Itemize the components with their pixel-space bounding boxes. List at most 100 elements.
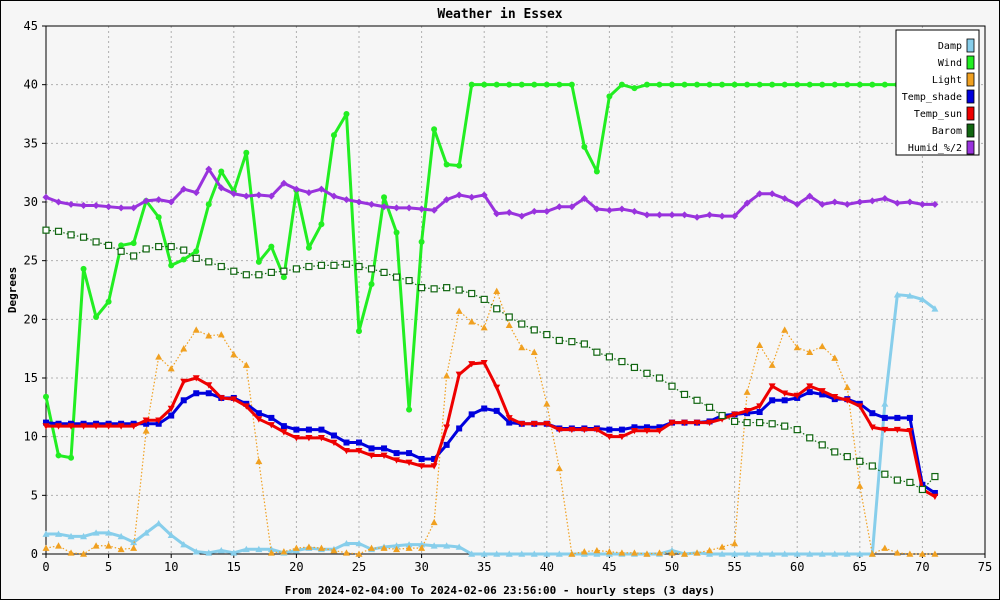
light-point <box>455 307 463 314</box>
barom-point <box>79 233 88 241</box>
temp-shade-point <box>456 425 463 432</box>
temp-shade-point <box>168 412 175 419</box>
temp-sun-point <box>706 419 714 427</box>
temp-sun-point <box>543 420 551 428</box>
x-tick-label: 45 <box>602 560 616 574</box>
temp-sun-point <box>831 393 839 401</box>
damp-line <box>46 293 936 556</box>
humid-2-point <box>67 200 75 208</box>
wind-point <box>856 81 863 88</box>
humid-2-point <box>781 194 789 202</box>
wind-point <box>393 229 400 236</box>
legend-label-humid-2: Humid_%/2 <box>908 143 962 154</box>
wind-point <box>80 265 87 272</box>
series-wind <box>43 81 938 461</box>
barom-point <box>317 261 326 269</box>
barom-point <box>605 353 614 361</box>
barom-point <box>906 478 914 487</box>
humid-2-point <box>430 206 438 214</box>
wind-point <box>518 81 525 88</box>
temp-sun-point <box>668 419 676 427</box>
wind-point <box>581 143 588 150</box>
light-point <box>205 332 213 339</box>
humid-2-point <box>806 192 814 200</box>
series-barom <box>42 226 939 494</box>
wind-point <box>118 242 125 249</box>
damp-point <box>405 541 413 548</box>
barom-point <box>705 403 714 411</box>
barom-point <box>117 247 125 255</box>
temp-sun-point <box>793 392 801 400</box>
light-point <box>768 361 776 368</box>
temp-shade-point <box>431 455 438 462</box>
temp-sun-point <box>167 405 175 413</box>
humid-2-point <box>643 211 651 219</box>
x-tick-label: 55 <box>727 560 741 574</box>
y-tick-label: 5 <box>31 488 38 502</box>
series-light <box>42 287 939 557</box>
temp-sun-point <box>881 426 889 434</box>
wind-point <box>881 81 888 88</box>
humid-2-point <box>681 211 689 219</box>
light-point <box>142 427 150 434</box>
barom-point <box>543 330 551 339</box>
light-point <box>731 539 739 547</box>
temp-sun-point <box>555 426 563 434</box>
temp-shade-point <box>155 420 162 427</box>
humid-2-point <box>292 185 300 193</box>
series-layer <box>42 81 939 557</box>
temp-shade-point <box>631 424 638 431</box>
barom-point <box>756 418 764 427</box>
humid-2-point <box>393 204 401 212</box>
wind-point <box>744 81 751 88</box>
wind-point <box>831 81 838 88</box>
damp-point <box>192 548 200 555</box>
temp-sun-point <box>305 435 313 442</box>
damp-point <box>543 550 551 557</box>
light-point <box>630 549 638 556</box>
wind-point <box>506 81 513 88</box>
y-tick-label: 40 <box>24 78 38 92</box>
wind-point <box>456 162 463 169</box>
barom-point <box>768 420 776 428</box>
humid-2-point <box>505 209 513 217</box>
wind-point <box>694 81 701 88</box>
temp-sun-point <box>580 426 588 434</box>
light-point <box>242 361 250 368</box>
damp-point <box>205 549 213 556</box>
temp-sun-point <box>242 403 250 410</box>
light-point <box>843 383 851 391</box>
temp-shade-point <box>180 397 187 404</box>
humid-2-point <box>756 190 764 198</box>
temp-shade-point <box>318 426 325 433</box>
light-point <box>92 542 100 549</box>
light-point <box>530 348 538 355</box>
humid-2-point <box>305 189 313 197</box>
y-tick-label: 10 <box>24 430 38 444</box>
barom-point <box>818 441 826 449</box>
legend-swatch-temp-shade <box>966 89 975 104</box>
humid-2-point <box>117 204 125 212</box>
light-point <box>443 372 451 379</box>
temp-shade-point <box>193 390 200 397</box>
humid-2-point <box>555 203 563 211</box>
temp-shade-point <box>143 420 150 427</box>
y-tick-label: 35 <box>24 136 38 150</box>
barom-point <box>518 320 526 328</box>
wind-point <box>180 256 187 263</box>
wind-point <box>781 81 788 88</box>
humid-2-point <box>530 207 538 215</box>
light-point <box>881 544 889 551</box>
humid-2-point <box>868 197 876 205</box>
barom-point <box>167 242 175 251</box>
humid-2-point <box>818 200 826 208</box>
barom-point <box>367 265 376 273</box>
wind-point <box>255 258 262 265</box>
light-point <box>518 343 526 351</box>
light-point <box>743 388 751 395</box>
barom-point <box>593 348 601 356</box>
barom-point <box>92 238 100 246</box>
x-tick-label: 65 <box>853 560 867 574</box>
damp-point <box>743 550 751 557</box>
temp-shade-point <box>806 389 813 396</box>
